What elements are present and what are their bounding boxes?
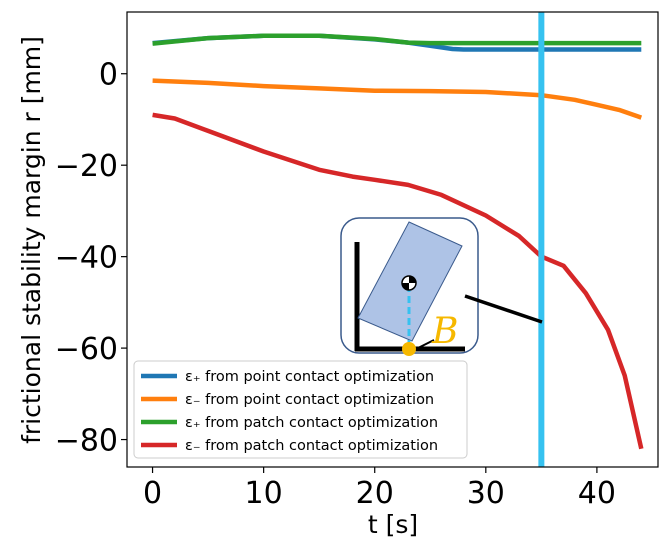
y-tick-label: −60 [55, 332, 118, 367]
inset-label-pointer [417, 339, 435, 349]
x-tick-label: 40 [578, 476, 616, 511]
x-ticks: 0 10 20 30 40 [143, 467, 616, 511]
y-ticks: 0 −20 −40 −60 −80 [55, 58, 127, 459]
series-line-3 [152, 33, 642, 46]
inset-pointer-line [464, 294, 543, 324]
inset-label: B [431, 311, 458, 352]
inset-sketch: B [340, 217, 479, 356]
series-line-2 [152, 78, 643, 120]
x-tick-label: 20 [356, 476, 394, 511]
x-tick-label: 30 [467, 476, 505, 511]
legend-box [133, 360, 468, 459]
y-tick-label: −40 [55, 241, 118, 276]
legend: ε₊ from point contact optimization ε₋ fro… [133, 360, 468, 459]
center-of-mass-icon [401, 275, 417, 291]
legend-entry-label: ε₋ from point contact optimization [185, 392, 434, 408]
inset-point-b [402, 342, 416, 356]
x-axis-label: t [s] [368, 510, 418, 539]
y-tick-label: 0 [99, 58, 118, 93]
plot-area [152, 12, 644, 467]
axes-frame [126, 11, 659, 468]
y-axis-label: frictional stability margin r [mm] [17, 36, 46, 444]
legend-entry-label: ε₋ from patch contact optimization [185, 438, 438, 454]
x-tick-label: 0 [143, 476, 162, 511]
x-tick-label: 10 [245, 476, 283, 511]
y-tick-label: −80 [55, 424, 118, 459]
series-line-4 [152, 112, 644, 450]
legend-entry-label: ε₊ from point contact optimization [185, 369, 434, 385]
legend-entry-label: ε₊ from patch contact optimization [185, 415, 438, 431]
legend-items: ε₊ from point contact optimization ε₋ fro… [141, 369, 438, 454]
y-tick-label: −20 [55, 149, 118, 184]
